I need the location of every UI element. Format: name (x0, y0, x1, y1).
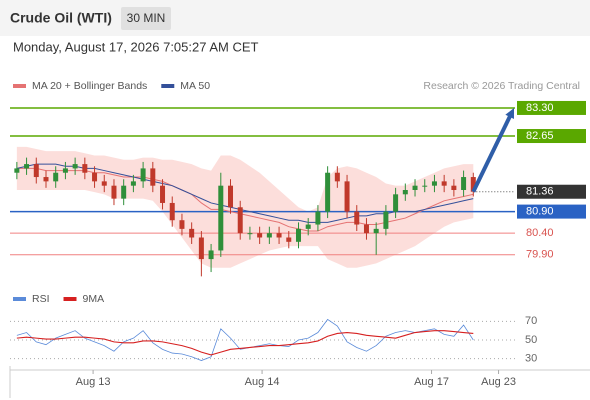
candle-body (169, 202, 175, 221)
candle-body (354, 211, 360, 225)
timestamp: Monday, August 17, 2026 7:05:27 AM CET (13, 39, 259, 54)
candle-body (111, 185, 117, 199)
candle-body (24, 164, 30, 169)
timeframe: 30 MIN (127, 11, 166, 25)
level-box (517, 100, 586, 115)
candle-body (451, 185, 457, 190)
candle-body (334, 172, 340, 182)
candle-body (257, 233, 263, 238)
candle-body (43, 177, 49, 182)
candle-body (373, 228, 379, 234)
candle-body (179, 220, 185, 229)
legend-label: MA 20 + Bollinger Bands (32, 80, 147, 92)
rsi-line (16, 330, 474, 356)
level-box (517, 184, 586, 199)
legend-label: 9MA (83, 293, 105, 305)
candle-body (198, 237, 204, 260)
credit: Research © 2026 Trading Central (423, 80, 580, 92)
candle-body (441, 181, 447, 186)
level-label: 83.30 (526, 102, 554, 114)
candle-body (218, 185, 224, 251)
candle-body (130, 181, 136, 186)
y-tick-label: 50 (525, 334, 537, 346)
candle-body (160, 185, 166, 203)
candle-body (92, 172, 98, 182)
candle-body (82, 164, 88, 173)
level-label: 79.90 (526, 249, 554, 261)
candle-body (305, 224, 311, 229)
y-tick-label: 70 (525, 315, 537, 327)
level-label: 80.40 (526, 227, 554, 239)
candle-body (72, 164, 78, 169)
level-label: 80.90 (526, 205, 554, 217)
candle-body (101, 181, 107, 186)
candle-body (470, 177, 476, 192)
candle-body (276, 233, 282, 238)
candle-body (344, 181, 350, 212)
y-tick-label: 30 (525, 353, 537, 365)
level-box (517, 129, 586, 144)
candle-body (295, 228, 301, 242)
candle-body (62, 168, 68, 173)
candle-body (33, 164, 39, 178)
chart-title: Crude Oil (WTI) (10, 10, 112, 26)
candle-body (53, 172, 59, 182)
candle-body (393, 194, 399, 212)
candle-body (325, 172, 331, 212)
candle-body (189, 228, 195, 238)
candle-body (402, 190, 408, 195)
candle-body (383, 211, 389, 229)
candle-body (266, 233, 272, 238)
candle-body (461, 177, 467, 190)
x-tick-label: Aug 23 (481, 376, 516, 388)
x-tick-label: Aug 13 (76, 376, 111, 388)
candle-body (14, 168, 20, 173)
level-label: 81.36 (526, 186, 554, 198)
candle-body (237, 207, 243, 234)
candle-body (431, 181, 437, 186)
header-band (0, 0, 590, 36)
rsi-line (16, 318, 474, 361)
candle-body (363, 224, 369, 234)
x-tick-label: Aug 17 (414, 376, 449, 388)
candle-body (412, 185, 418, 190)
projection-arrow (471, 114, 513, 193)
candle-body (422, 185, 428, 187)
candle-body (140, 168, 146, 182)
candle-body (150, 168, 156, 186)
candle-body (286, 237, 292, 242)
arrow-head (505, 107, 514, 119)
ma-line (16, 167, 474, 232)
legend-label: MA 50 (180, 80, 210, 92)
candle-body (228, 185, 234, 208)
timeframe-box (121, 7, 171, 30)
level-box (517, 204, 586, 219)
level-label: 82.65 (526, 130, 554, 142)
candle-body (121, 185, 127, 199)
x-tick-label: Aug 14 (245, 376, 280, 388)
candle-body (208, 250, 214, 260)
legend-label: RSI (32, 293, 50, 305)
candle-body (247, 233, 253, 235)
candle-body (315, 211, 321, 225)
